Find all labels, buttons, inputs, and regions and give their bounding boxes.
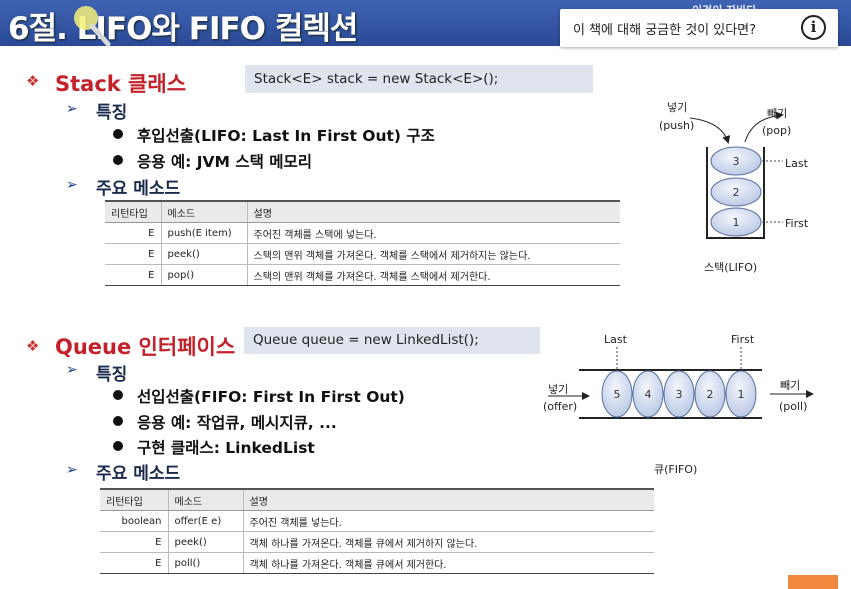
table-header: 리턴타입 [105, 200, 161, 223]
table-header: 설명 [246, 200, 620, 223]
table-header: 리턴타입 [100, 488, 168, 511]
method-name: push(E item) [160, 222, 247, 244]
info-icon[interactable]: i [801, 15, 826, 40]
queue-feature-1: 선입선출(FIFO: First In First Out) [137, 388, 405, 406]
table-row: E peek() 객체 하나를 가져온다. 객체를 큐에서 제거하지 않는다. [100, 531, 654, 553]
bullet-dot-icon [113, 155, 123, 165]
method-name: peek() [160, 243, 247, 265]
stack-caption: 스택(LIFO) [704, 261, 758, 274]
queue-methods-heading: 주요 메소드 [96, 464, 181, 484]
queue-feature-2: 응용 예: 작업큐, 메시지큐, ... [137, 414, 337, 432]
svg-text:4: 4 [645, 388, 652, 401]
return-type: E [105, 222, 161, 244]
queue-item: 1 [725, 370, 757, 418]
table-header: 설명 [242, 488, 654, 511]
table-header: 메소드 [160, 200, 247, 223]
arrow-bullet-icon: ➢ [66, 462, 78, 478]
stack-methods-table: 리턴타입 메소드 설명 E push(E item) 주어진 객체를 스택에 넣… [105, 200, 620, 286]
stack-first-label: First [785, 217, 809, 230]
queue-caption: 큐(FIFO) [654, 463, 698, 476]
return-type: E [100, 552, 168, 574]
table-row: E pop() 스택의 맨위 객체를 가져온다. 객체를 스택에서 제거한다. [105, 264, 620, 286]
method-name: poll() [167, 552, 243, 574]
push-en-label: (push) [659, 119, 695, 132]
queue-code: Queue queue = new LinkedList(); [244, 327, 540, 354]
queue-item: 3 [663, 370, 695, 418]
method-description: 객체 하나를 가져온다. 객체를 큐에서 제거하지 않는다. [242, 531, 654, 553]
table-header-row: 리턴타입 메소드 설명 [105, 200, 620, 223]
slide-title: 6절. LIFO와 FIFO 컬렉션 [8, 11, 358, 47]
table-header-row: 리턴타입 메소드 설명 [100, 488, 654, 511]
queue-feature-3: 구현 클래스: LinkedList [137, 439, 315, 457]
stack-feature-1: 후입선출(LIFO: Last In First Out) 구조 [137, 127, 435, 145]
queue-methods-table: 리턴타입 메소드 설명 boolean offer(E e) 주어진 객체를 넣… [100, 488, 654, 574]
table-row: boolean offer(E e) 주어진 객체를 넣는다. [100, 510, 654, 532]
offer-en-label: (offer) [543, 400, 578, 413]
table-row: E poll() 객체 하나를 가져온다. 객체를 큐에서 제거한다. [100, 552, 654, 574]
queue-item: 5 [601, 370, 633, 418]
arrow-bullet-icon: ➢ [66, 101, 78, 117]
return-type: E [105, 264, 161, 286]
magnifier-pointer-icon [74, 6, 111, 46]
svg-text:2: 2 [707, 388, 714, 401]
question-popup[interactable]: 이 책에 대해 궁금한 것이 있다면? i [560, 9, 838, 47]
svg-text:3: 3 [733, 155, 740, 168]
arrow-bullet-icon: ➢ [66, 177, 78, 193]
offer-label: 넣기 [548, 383, 569, 396]
bullet-dot-icon [113, 416, 123, 426]
table-row: E push(E item) 주어진 객체를 스택에 넣는다. [105, 222, 620, 244]
arrow-bullet-icon: ➢ [66, 362, 78, 378]
bullet-dot-icon [113, 390, 123, 400]
bullet-dot-icon [113, 129, 123, 139]
stack-code: Stack<E> stack = new Stack<E>(); [245, 65, 593, 93]
stack-item: 3 [710, 146, 762, 176]
stack-item: 1 [710, 207, 762, 237]
pop-en-label: (pop) [762, 124, 792, 137]
svg-text:1: 1 [733, 216, 740, 229]
bullet-dot-icon [113, 441, 123, 451]
corner-logo [788, 575, 838, 589]
return-type: boolean [100, 510, 168, 532]
method-description: 주어진 객체를 넣는다. [242, 510, 654, 532]
method-name: peek() [167, 531, 243, 553]
svg-text:1: 1 [738, 388, 745, 401]
poll-en-label: (poll) [779, 400, 808, 413]
queue-item: 4 [632, 370, 664, 418]
diamond-bullet-icon: ❖ [26, 337, 40, 355]
svg-text:3: 3 [676, 388, 683, 401]
method-description: 스택의 맨위 객체를 가져온다. 객체를 스택에서 제거하지는 않는다. [246, 243, 620, 265]
method-description: 객체 하나를 가져온다. 객체를 큐에서 제거한다. [242, 552, 654, 574]
queue-section-title: Queue 인터페이스 [55, 335, 236, 359]
table-header: 메소드 [167, 488, 243, 511]
return-type: E [100, 531, 168, 553]
stack-item: 2 [710, 177, 762, 207]
queue-feature-heading: 특징 [96, 365, 128, 385]
method-description: 스택의 맨위 객체를 가져온다. 객체를 스택에서 제거한다. [246, 264, 620, 286]
stack-feature-heading: 특징 [96, 103, 128, 123]
stack-section-title: Stack 클래스 [55, 72, 187, 96]
question-text: 이 책에 대해 궁금한 것이 있다면? [573, 23, 757, 38]
push-label: 넣기 [667, 101, 688, 114]
svg-text:2: 2 [733, 186, 740, 199]
queue-first-label: First [731, 333, 755, 346]
method-name: pop() [160, 264, 247, 286]
poll-label: 빼기 [780, 379, 801, 392]
stack-last-label: Last [785, 157, 808, 170]
method-name: offer(E e) [167, 510, 243, 532]
table-row: E peek() 스택의 맨위 객체를 가져온다. 객체를 스택에서 제거하지는… [105, 243, 620, 265]
diamond-bullet-icon: ❖ [26, 72, 40, 90]
return-type: E [105, 243, 161, 265]
svg-text:5: 5 [614, 388, 621, 401]
stack-feature-2: 응용 예: JVM 스택 메모리 [137, 153, 313, 171]
queue-last-label: Last [604, 333, 627, 346]
queue-item: 2 [694, 370, 726, 418]
method-description: 주어진 객체를 스택에 넣는다. [246, 222, 620, 244]
stack-methods-heading: 주요 메소드 [96, 179, 181, 199]
